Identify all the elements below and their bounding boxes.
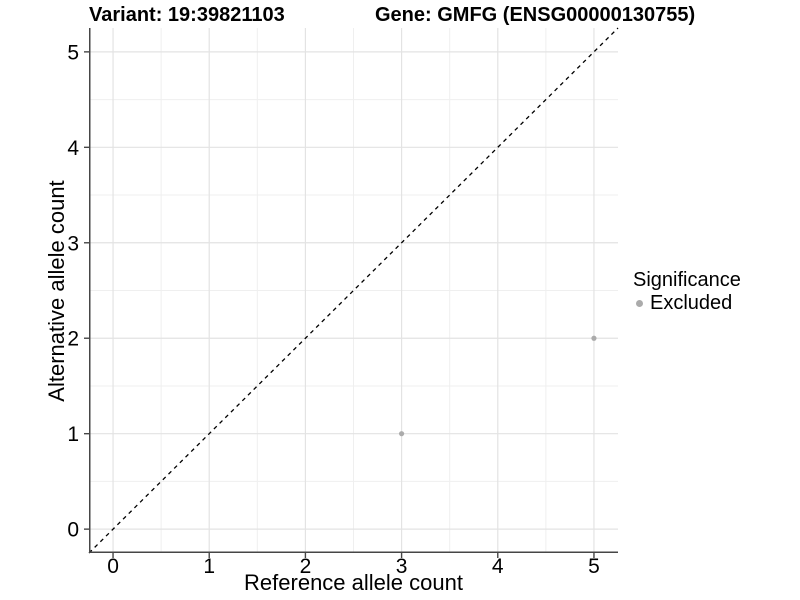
legend-item-label: Excluded	[650, 291, 733, 314]
legend-title: Significance	[633, 269, 741, 291]
y-tick-label: 1	[67, 423, 79, 446]
y-axis-title: Alternative allele count	[44, 180, 69, 402]
y-tick-label: 4	[67, 137, 79, 160]
data-point	[398, 431, 405, 437]
x-tick-label: 3	[396, 555, 408, 578]
data-point	[591, 335, 597, 341]
plot-title-gene: Gene: GMFG (ENSG00000130755)	[375, 4, 696, 26]
plot-title-variant: Variant: 19:39821103	[89, 4, 285, 26]
plot-panel: 0 1 2 3 4 5 0 1 2 3 4 5	[67, 27, 619, 578]
y-tick-label: 5	[67, 41, 79, 64]
x-tick-label: 2	[300, 555, 312, 578]
legend-key-dot-icon	[636, 299, 643, 307]
x-tick-label: 1	[203, 555, 215, 578]
plot-panel-svg: 0 1 2 3 4 5 0 1 2 3 4 5	[67, 27, 619, 578]
x-axis-title: Reference allele count	[244, 570, 463, 595]
y-tick-label: 3	[67, 232, 79, 255]
legend-item-excluded: Excluded	[633, 292, 741, 314]
y-tick-label: 0	[67, 519, 79, 542]
legend: Significance Excluded	[633, 269, 741, 314]
x-tick-label: 0	[107, 555, 119, 578]
x-tick-label: 5	[588, 555, 600, 578]
x-tick-label: 4	[492, 555, 504, 578]
y-tick-label: 2	[67, 328, 79, 351]
